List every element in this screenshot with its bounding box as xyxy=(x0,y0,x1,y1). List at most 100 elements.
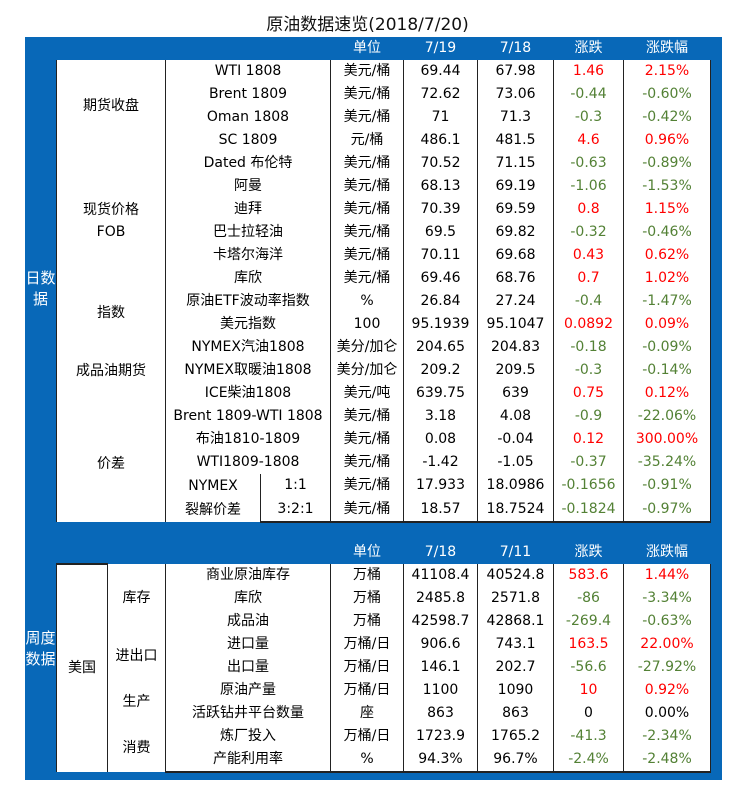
value-current-cell: 0.08 xyxy=(403,428,478,451)
change-pct-cell: 0.09% xyxy=(623,313,711,336)
table-row: Brent 1809 美元/桶 72.62 73.06 -0.44 -0.60% xyxy=(57,83,711,106)
unit-cell: 万桶/日 xyxy=(330,656,404,679)
value-current-cell: 2485.8 xyxy=(403,587,478,610)
change-cell: -56.6 xyxy=(553,656,624,679)
unit-cell: 美元/桶 xyxy=(330,244,404,267)
change-pct-cell: -1.47% xyxy=(623,290,711,313)
unit-cell: 美元/桶 xyxy=(330,175,404,198)
table-row: 出口量 万桶/日 146.1 202.7 -56.6 -27.92% xyxy=(57,656,711,679)
table-row: 美国 库存 商业原油库存 万桶 41108.4 40524.8 583.6 1.44% xyxy=(56,563,711,772)
value-previous-cell: 18.0986 xyxy=(477,474,554,498)
unit-cell: 美元/桶 xyxy=(330,198,404,221)
unit-cell: % xyxy=(330,748,404,773)
item-cell: 1:1 xyxy=(260,474,331,498)
value-previous-cell: 1765.2 xyxy=(477,725,554,748)
group-cell: 消费 xyxy=(107,725,166,772)
table-row: NYMEX取暖油1808 美分/加仑 209.2 209.5 -0.3 -0.14% xyxy=(57,359,711,382)
unit-cell: 美元/桶 xyxy=(330,60,404,83)
table-row: 迪拜 美元/桶 70.39 69.59 0.8 1.15% xyxy=(57,198,711,221)
unit-cell: 美元/桶 xyxy=(330,83,404,106)
value-current-cell: 70.52 xyxy=(403,152,478,175)
table-row: ICE柴油1808 美元/吨 639.75 639 0.75 0.12% xyxy=(57,382,711,405)
value-current-cell: 863 xyxy=(403,702,478,725)
value-current-cell: 639.75 xyxy=(403,382,478,405)
value-current-cell: 70.11 xyxy=(403,244,478,267)
change-pct-cell: 1.02% xyxy=(623,267,711,290)
change-pct-cell: -0.42% xyxy=(623,106,711,129)
change-cell: -41.3 xyxy=(553,725,624,748)
group-cell: 现货价格 FOB xyxy=(56,152,166,290)
item-cell: SC 1809 xyxy=(165,129,331,152)
unit-cell: 座 xyxy=(330,702,404,725)
header-unit: 单位 xyxy=(330,37,404,60)
change-cell: -0.3 xyxy=(553,359,624,382)
value-current-cell: 70.39 xyxy=(403,198,478,221)
value-previous-cell: 481.5 xyxy=(477,129,554,152)
item-cell: NYMEX汽油1808 xyxy=(165,336,331,359)
value-current-cell: 41108.4 xyxy=(403,564,478,587)
change-cell: -0.1824 xyxy=(553,497,624,523)
header-blank xyxy=(56,37,331,60)
unit-cell: 万桶/日 xyxy=(330,725,404,748)
value-current-cell: 3.18 xyxy=(403,405,478,428)
value-current-cell: 71 xyxy=(403,106,478,129)
unit-cell: 美元/桶 xyxy=(330,221,404,244)
table-row: NYMEX 裂解价差 1:1 美元/桶 17.933 18.0986 -0.1656 -0.… xyxy=(57,474,711,522)
value-previous-cell: 67.98 xyxy=(477,60,554,83)
change-cell: -0.18 xyxy=(553,336,624,359)
change-pct-cell: 300.00% xyxy=(623,428,711,451)
change-pct-cell: 2.15% xyxy=(623,60,711,83)
daily-side-label: 日数据 xyxy=(25,269,56,308)
value-previous-cell: 2571.8 xyxy=(477,587,554,610)
change-pct-cell: 0.62% xyxy=(623,244,711,267)
change-pct-cell: -2.34% xyxy=(623,725,711,748)
change-pct-cell: 1.15% xyxy=(623,198,711,221)
change-pct-cell: 0.96% xyxy=(623,129,711,152)
change-pct-cell: -0.46% xyxy=(623,221,711,244)
value-current-cell: 95.1939 xyxy=(403,313,478,336)
item-cell: 迪拜 xyxy=(165,198,331,221)
item-cell: 库欣 xyxy=(165,267,331,290)
unit-cell: 美分/加仑 xyxy=(330,359,404,382)
header-d1: 7/18 xyxy=(403,540,478,564)
change-pct-cell: -0.91% xyxy=(623,474,711,498)
header-chg: 涨跌 xyxy=(553,540,624,564)
change-cell: 0.7 xyxy=(553,267,624,290)
value-previous-cell: 68.76 xyxy=(477,267,554,290)
change-pct-cell: -3.34% xyxy=(623,587,711,610)
unit-cell: 美元/吨 xyxy=(330,382,404,405)
change-cell: 4.6 xyxy=(553,129,624,152)
change-cell: -0.44 xyxy=(553,83,624,106)
item-cell: 炼厂投入 xyxy=(165,725,331,748)
header-blank xyxy=(56,540,331,564)
value-previous-cell: 27.24 xyxy=(477,290,554,313)
change-pct-cell: -22.06% xyxy=(623,405,711,428)
change-pct-cell: -0.14% xyxy=(623,359,711,382)
value-current-cell: 69.5 xyxy=(403,221,478,244)
item-cell: 美元指数 xyxy=(165,313,331,336)
value-previous-cell: 69.82 xyxy=(477,221,554,244)
table-row: 活跃钻井平台数量座 863 863 0 0.00% xyxy=(57,702,711,725)
item-cell: ICE柴油1808 xyxy=(165,382,331,405)
value-previous-cell: 4.08 xyxy=(477,405,554,428)
group-cell: 库存 xyxy=(107,564,166,633)
change-pct-cell: -0.60% xyxy=(623,83,711,106)
group-cell: 成品油期货 xyxy=(56,336,166,405)
change-cell: -0.4 xyxy=(553,290,624,313)
country-cell: 美国 xyxy=(56,563,108,772)
item-cell: 库欣 xyxy=(165,587,331,610)
change-pct-cell: 22.00% xyxy=(623,633,711,656)
table-row: 进出口 进口量 万桶/日 906.6 743.1 163.5 22.00% xyxy=(57,633,711,679)
unit-cell: 美元/桶 xyxy=(330,428,404,451)
unit-cell: 美元/桶 xyxy=(330,497,404,523)
value-previous-cell: 18.7524 xyxy=(477,497,554,523)
value-previous-cell: 69.19 xyxy=(477,175,554,198)
value-previous-cell: -0.04 xyxy=(477,428,554,451)
table-row: 生产 原油产量 万桶/日 1100 1090 10 0.92% xyxy=(57,679,711,725)
value-previous-cell: 95.1047 xyxy=(477,313,554,336)
value-previous-cell: 639 xyxy=(477,382,554,405)
header-d1: 7/19 xyxy=(403,37,478,60)
unit-cell: 万桶 xyxy=(330,564,404,587)
table-row: 巴士拉轻油 美元/桶 69.5 69.82 -0.32 -0.46% xyxy=(57,221,711,244)
table-row: 指数 原油ETF波动率指数% 26.84 27.24 -0.4 -1.47% xyxy=(56,290,711,336)
